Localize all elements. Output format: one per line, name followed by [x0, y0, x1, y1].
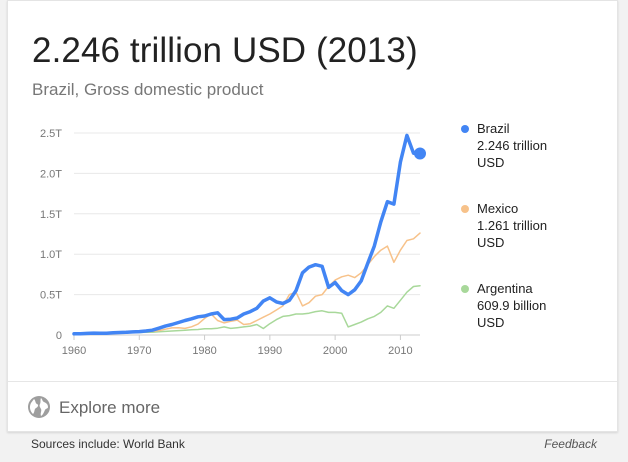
legend-series-value: 609.9 billion [477, 298, 546, 313]
knowledge-card: 2.246 trillion USD (2013) Brazil, Gross … [7, 0, 618, 432]
sources-text: Sources include: World Bank [31, 437, 185, 451]
legend[interactable]: Brazil 2.246 trillion USD Mexico 1.261 trill… [461, 121, 547, 330]
axes: 0 0.5T 1.0T 1.5T 2.0T 2.5T 1960 1970 1980 1990 200… [40, 128, 420, 357]
x-tick-label: 1990 [258, 345, 282, 357]
x-tick-label: 1970 [127, 345, 151, 357]
y-tick-label: 2.0T [40, 168, 62, 180]
gdp-line-chart: 0 0.5T 1.0T 1.5T 2.0T 2.5T 1960 1970 1980 1990 200… [40, 121, 547, 357]
legend-series-value: 2.246 trillion [477, 138, 547, 153]
legend-series-name: Brazil [477, 121, 510, 136]
legend-series-unit: USD [477, 315, 504, 330]
x-tick-label: 1960 [62, 345, 86, 357]
divider [8, 381, 617, 382]
y-tick-label: 1.5T [40, 209, 62, 221]
series-lines [72, 133, 426, 336]
legend-item-argentina[interactable]: Argentina 609.9 billion USD [461, 281, 546, 330]
subtitle: Brazil, Gross domestic product [32, 80, 264, 99]
legend-swatch [461, 205, 469, 213]
legend-series-name: Mexico [477, 201, 518, 216]
y-tick-label: 2.5T [40, 128, 62, 140]
series-line-brazil[interactable] [72, 133, 422, 336]
grid-lines [74, 132, 420, 296]
x-tick-label: 1980 [192, 345, 216, 357]
y-tick-label: 0 [56, 330, 62, 342]
y-tick-label: 1.0T [40, 249, 62, 261]
legend-series-name: Argentina [477, 281, 533, 296]
globe-icon [28, 396, 50, 418]
legend-series-value: 1.261 trillion [477, 218, 547, 233]
legend-series-unit: USD [477, 155, 504, 170]
x-tick-label: 2000 [323, 345, 347, 357]
legend-item-brazil[interactable]: Brazil 2.246 trillion USD [461, 121, 547, 170]
explore-more-label: Explore more [59, 398, 161, 417]
series-endpoint-brazil [414, 147, 426, 160]
legend-swatch [461, 285, 469, 293]
legend-swatch [461, 125, 469, 133]
feedback-link[interactable]: Feedback [544, 437, 597, 451]
headline-value: 2.246 trillion USD (2013) [32, 31, 418, 70]
legend-item-mexico[interactable]: Mexico 1.261 trillion USD [461, 201, 547, 250]
explore-more-button[interactable]: Explore more [8, 382, 617, 432]
x-tick-label: 2010 [388, 345, 412, 357]
y-tick-label: 0.5T [40, 290, 62, 302]
legend-series-unit: USD [477, 235, 504, 250]
series-line-argentina[interactable] [73, 284, 421, 335]
